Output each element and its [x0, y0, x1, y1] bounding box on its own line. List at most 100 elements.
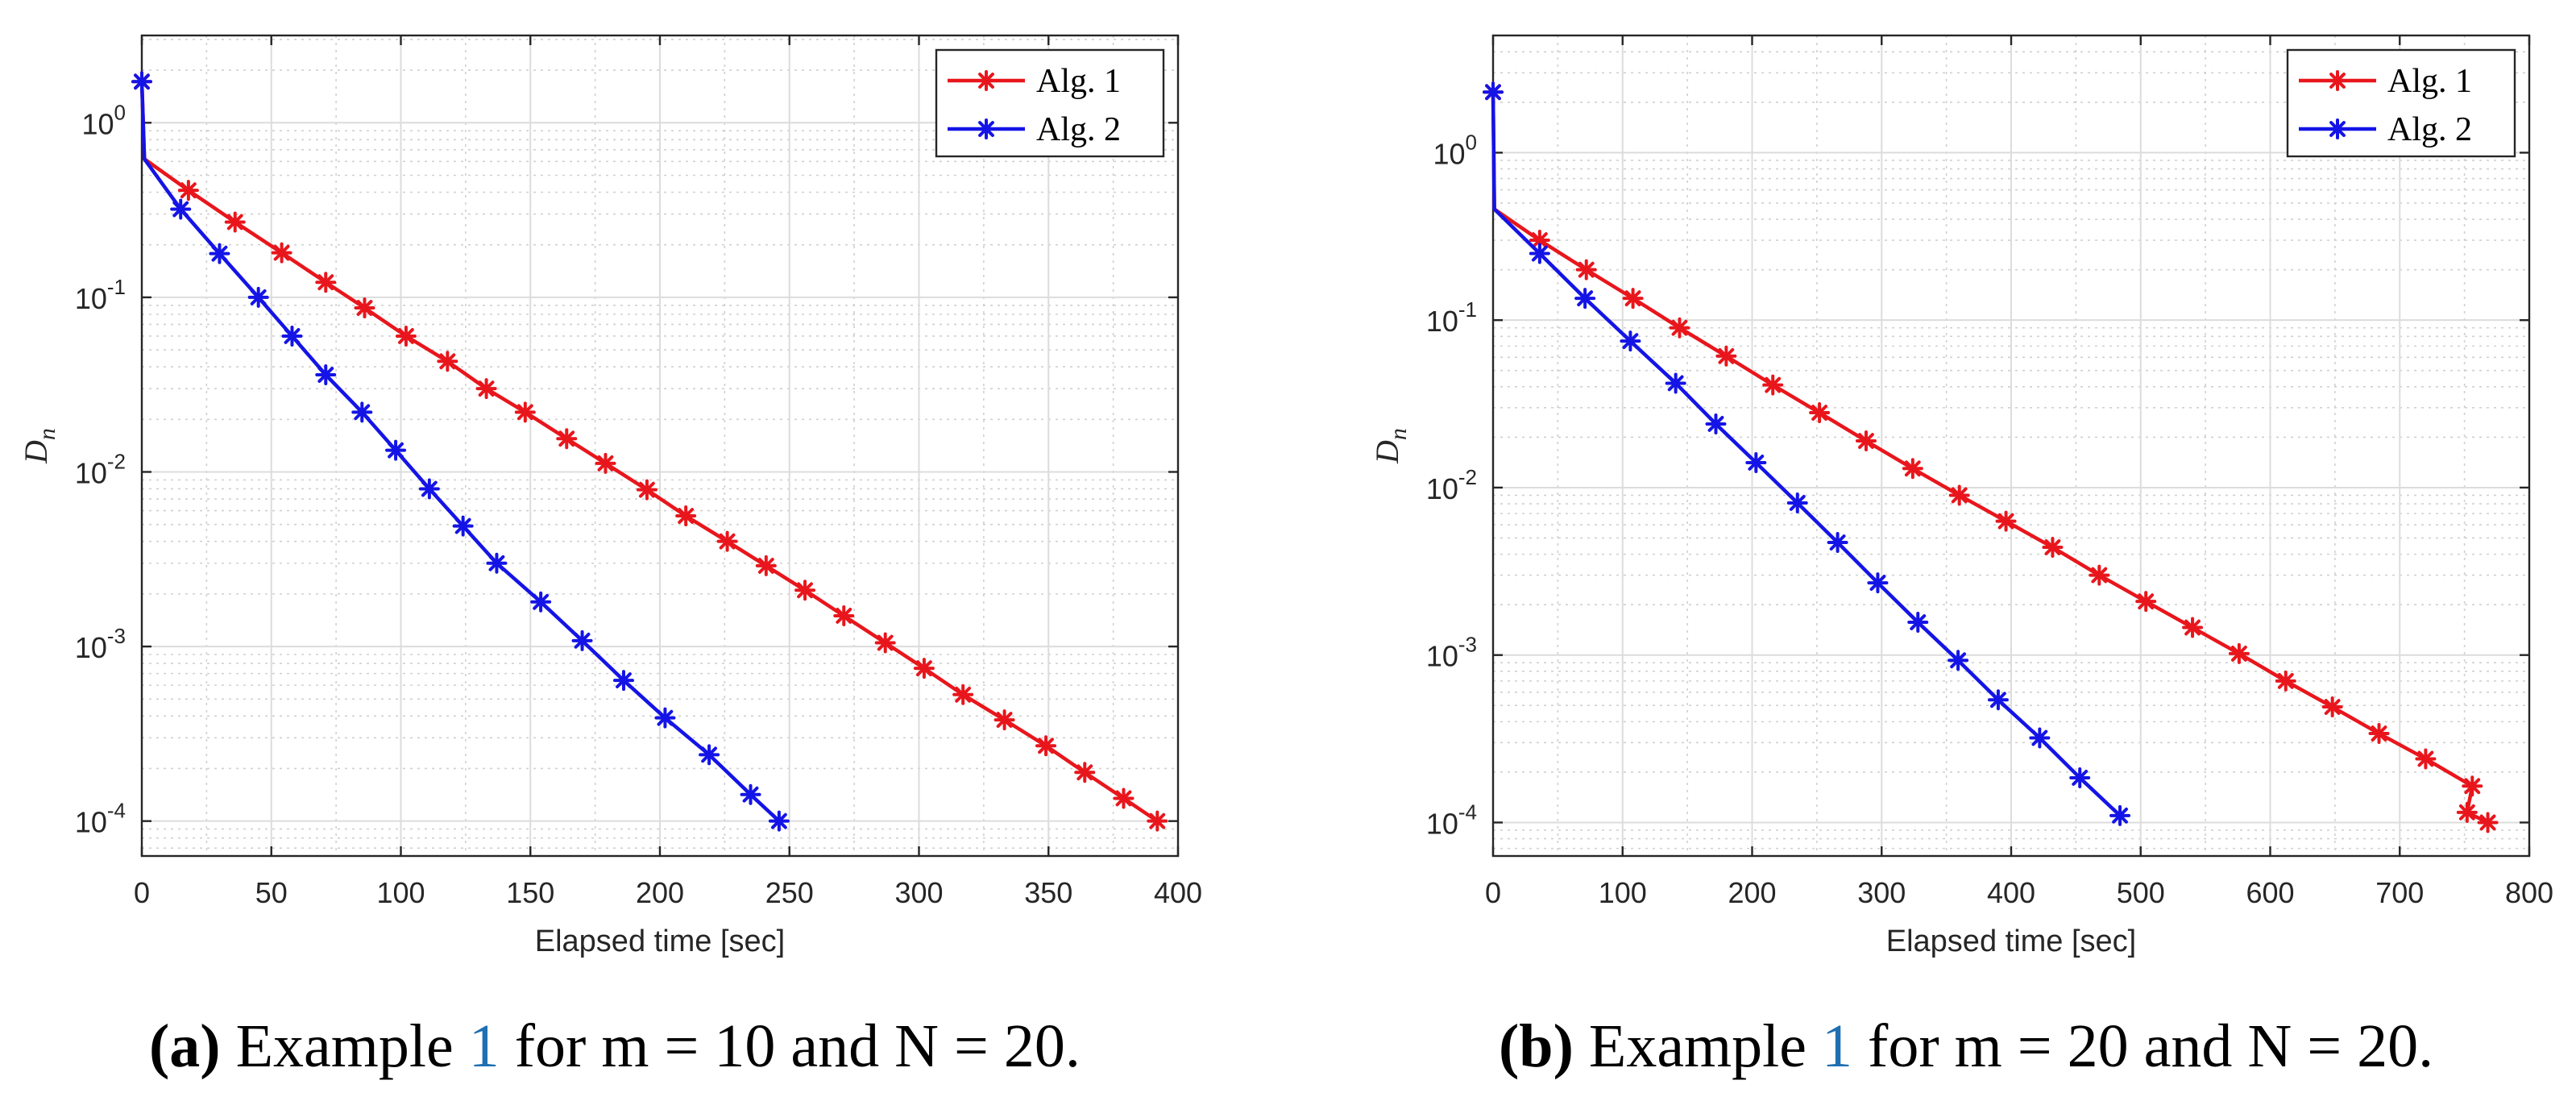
data-point-marker [514, 401, 536, 423]
data-point-marker [395, 325, 417, 347]
data-point-marker [2368, 723, 2390, 745]
x-axis-label: Elapsed time [sec] [535, 925, 785, 958]
y-tick-label: 10-1 [1426, 297, 1477, 338]
data-point-marker [699, 744, 720, 766]
caption-b-pre: Example [1573, 1012, 1823, 1080]
data-point-marker [247, 286, 269, 308]
data-point-marker [1483, 81, 1504, 103]
data-point-marker [2069, 767, 2091, 788]
legend-label: Alg. 2 [2387, 111, 2472, 148]
data-point-marker [2477, 812, 2499, 833]
data-point-marker [170, 198, 192, 220]
data-point-marker [315, 364, 337, 385]
x-axis-label: Elapsed time [sec] [1886, 925, 2136, 958]
x-tick-label: 400 [1154, 876, 1202, 909]
data-point-marker [1715, 345, 1737, 367]
y-tick-label: 10-1 [75, 275, 126, 315]
caption-b: (b) Example 1 for m = 20 and N = 20. [1499, 1012, 2433, 1082]
data-point-marker [595, 452, 616, 474]
data-point-marker [2321, 696, 2343, 718]
y-tick-label: 100 [81, 100, 126, 140]
data-point-marker [1867, 572, 1889, 594]
chart-a: 0 50 100 150 200 250 300 350 400 10-4 10-3 10-2 10-1… [18, 34, 1202, 958]
legend-label: Alg. 1 [2387, 63, 2472, 100]
legend-marker [976, 70, 997, 91]
legend-box [935, 48, 1165, 158]
x-tick-label: 200 [1728, 876, 1776, 909]
x-tick-label: 300 [894, 876, 943, 909]
data-point-marker [1035, 735, 1057, 757]
data-point-marker [1809, 402, 1831, 424]
caption-a-ref-link[interactable]: 1 [468, 1012, 500, 1080]
data-point-marker [1622, 288, 1644, 310]
data-point-marker [1762, 374, 1784, 396]
x-tick-label: 0 [1485, 876, 1501, 909]
data-point-marker [556, 428, 578, 450]
x-tick-label: 500 [2117, 876, 2165, 909]
data-point-marker [833, 605, 855, 626]
legend-label: Alg. 2 [1036, 111, 1121, 148]
data-point-marker [2109, 804, 2131, 826]
x-tick-label: 50 [255, 876, 288, 909]
data-point-marker [418, 478, 440, 500]
x-tick-label: 350 [1024, 876, 1072, 909]
data-point-marker [351, 401, 373, 423]
data-point-marker [1620, 330, 1641, 352]
data-point-marker [452, 515, 474, 537]
data-point-marker [993, 709, 1015, 731]
data-point-marker [768, 810, 790, 832]
chart-b: 0 100 200 300 400 500 600 700 800 10-4 10-3 10-2 10-… [1369, 34, 2553, 958]
data-point-marker [271, 242, 292, 264]
y-tick-label: 10-4 [75, 799, 126, 839]
data-point-marker [1948, 484, 1970, 506]
data-point-marker [2042, 537, 2064, 559]
data-point-marker [1669, 317, 1690, 339]
data-point-marker [224, 211, 246, 233]
data-point-marker [2415, 748, 2437, 770]
data-point-marker [1745, 451, 1767, 473]
caption-b-ref-link[interactable]: 1 [1822, 1012, 1853, 1080]
data-point-marker [1827, 532, 1848, 554]
data-point-marker [571, 630, 593, 651]
data-point-marker [1665, 372, 1686, 394]
caption-b-post: for m = 20 and N = 20. [1852, 1012, 2434, 1080]
data-point-marker [486, 552, 508, 574]
data-point-marker [354, 297, 375, 318]
x-tick-label: 700 [2375, 876, 2424, 909]
data-point-marker [131, 71, 152, 93]
data-point-marker [1074, 762, 1096, 783]
data-point-marker [281, 325, 303, 347]
data-point-marker [1907, 611, 1929, 633]
data-point-marker [475, 378, 497, 400]
data-point-marker [1575, 259, 1597, 280]
data-point-marker [2456, 801, 2478, 823]
data-point-marker [654, 707, 676, 729]
data-point-marker [1855, 430, 1877, 452]
y-tick-label: 10-2 [1426, 465, 1477, 505]
data-point-marker [1705, 413, 1727, 434]
y-tick-label: 100 [1433, 130, 1477, 170]
data-point-marker [1786, 492, 1808, 513]
x-tick-label: 100 [376, 876, 425, 909]
caption-a-post: for m = 10 and N = 20. [499, 1012, 1081, 1080]
data-point-marker [913, 658, 935, 679]
data-point-marker [1529, 243, 1550, 264]
data-point-marker [209, 243, 230, 264]
x-tick-label: 400 [1987, 876, 2035, 909]
legend-label: Alg. 1 [1036, 63, 1121, 100]
x-tick-label: 100 [1599, 876, 1647, 909]
legend-marker [2327, 118, 2348, 139]
legend-marker [2327, 70, 2348, 91]
caption-b-label: (b) [1499, 1012, 1574, 1080]
data-point-marker [2135, 591, 2157, 613]
data-point-marker [794, 580, 816, 601]
data-point-marker [2462, 775, 2483, 797]
data-point-marker [1574, 288, 1596, 310]
series-line-2 [1491, 92, 2122, 817]
y-tick-label: 10-3 [75, 624, 126, 664]
data-point-marker [1987, 689, 2009, 711]
data-point-marker [874, 632, 896, 654]
data-point-marker [2089, 564, 2110, 586]
y-tick-label: 10-3 [1426, 633, 1477, 673]
